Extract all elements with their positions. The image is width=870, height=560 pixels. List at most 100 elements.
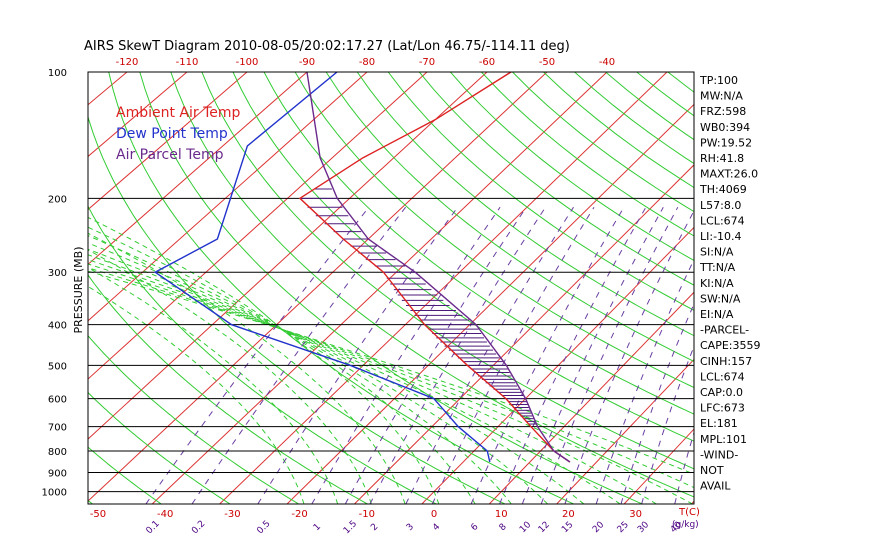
isotherm-line xyxy=(623,428,694,504)
top-temp-tick-label: -120 xyxy=(116,57,139,68)
isotherm-line xyxy=(88,72,548,502)
parcel-temp-line xyxy=(306,72,571,463)
isotherm-line xyxy=(88,72,428,380)
dry-adiabat-line xyxy=(450,72,694,262)
pressure-tick-label: 400 xyxy=(48,321,67,332)
chart-title: AIRS SkewT Diagram 2010-08-05/20:02:17.2… xyxy=(84,39,570,54)
isotherm-line xyxy=(0,72,67,504)
index-item: FRZ:598 xyxy=(700,105,746,118)
mixing-ratio-line xyxy=(344,206,527,504)
mixing-ratio-label: 15 xyxy=(560,520,575,535)
top-temp-tick-label: -90 xyxy=(299,57,315,68)
top-temp-tick-label: -100 xyxy=(236,57,259,68)
dry-adiabat-line xyxy=(356,72,694,337)
top-temp-tick-label: -80 xyxy=(359,57,375,68)
index-item: MW:N/A xyxy=(700,90,743,103)
mixing-ratio-line xyxy=(540,206,679,504)
index-item: AVAIL xyxy=(700,480,731,493)
isotherm-line xyxy=(826,72,870,504)
dry-adiabat-line xyxy=(667,72,694,93)
pressure-tick-label: 1000 xyxy=(42,488,67,499)
dry-adiabat-line xyxy=(636,72,694,117)
pressure-tick-label: 800 xyxy=(48,447,67,458)
temp-unit-label: T(C) xyxy=(678,507,700,518)
pressure-tick-label: 300 xyxy=(48,268,67,279)
mixing-ratio-line xyxy=(257,206,459,504)
moist-adiabat-line xyxy=(88,248,585,504)
isotherm-line xyxy=(88,72,368,322)
mixing-unit-label: (g/kg) xyxy=(672,520,699,530)
isotherm-line xyxy=(219,72,668,504)
bottom-temp-tick-label: 30 xyxy=(629,509,642,520)
index-item: CINH:157 xyxy=(700,355,752,368)
mixing-ratio-label: 1.5 xyxy=(342,519,359,536)
bottom-temp-tick-label: -40 xyxy=(157,509,173,520)
mixing-ratio-label: 0.2 xyxy=(190,519,207,536)
mixing-ratio-line xyxy=(674,430,694,504)
bottom-temp-tick-label: -20 xyxy=(291,509,307,520)
dry-adiabat-line xyxy=(512,72,694,213)
moist-adiabat-line xyxy=(88,267,694,489)
dry-adiabat-line xyxy=(0,72,24,504)
isotherm-line xyxy=(488,291,694,504)
mixing-ratio-line xyxy=(564,209,694,504)
stability-indices: TP:100 MW:N/A FRZ:598 WB0:394 PW:19.52 RH:41.… xyxy=(699,74,761,493)
mixing-ratio-line xyxy=(499,206,647,504)
index-item: MPL:101 xyxy=(700,433,747,446)
dry-adiabat-line xyxy=(854,72,870,504)
dry-adiabat-line xyxy=(325,72,694,362)
dry-adiabat-line xyxy=(88,274,368,504)
index-item: CAP:0.0 xyxy=(700,386,743,399)
index-item: CAPE:3559 xyxy=(700,339,761,352)
dry-adiabat-line xyxy=(823,72,870,504)
mixing-ratio-label: 2 xyxy=(369,522,380,533)
dry-adiabat-line xyxy=(88,446,162,504)
moist-adiabat-line xyxy=(88,270,694,475)
moist-adiabat-line xyxy=(88,242,548,504)
dry-adiabat-line xyxy=(108,72,574,504)
plot-frame xyxy=(87,71,695,505)
isotherm-line xyxy=(759,72,870,504)
legend-entry: Ambient Air Temp xyxy=(116,105,241,121)
isotherm-line xyxy=(556,358,694,504)
isotherm-line xyxy=(88,72,248,211)
legend: Ambient Air Temp Dew Point Temp Air Parcel… xyxy=(116,105,241,163)
dry-adiabat-line xyxy=(418,72,694,286)
bottom-temp-tick-label: -50 xyxy=(90,509,106,520)
mixing-ratio-line xyxy=(405,206,574,504)
index-item: TH:4069 xyxy=(699,183,747,196)
mixing-ratio-line xyxy=(620,302,694,504)
index-item: PW:19.52 xyxy=(700,136,752,149)
mixing-ratio-label: 30 xyxy=(636,520,651,535)
bottom-temp-tick-label: 10 xyxy=(495,509,508,520)
y-axis-label: PRESSURE (MB) xyxy=(72,247,85,334)
dry-adiabat-line xyxy=(88,205,437,504)
index-item: LFC:673 xyxy=(700,402,745,415)
mixing-ratio-label: 4 xyxy=(431,522,442,533)
legend-entry: Dew Point Temp xyxy=(116,126,228,142)
dry-adiabat-line xyxy=(170,72,694,498)
moist-adiabat-line xyxy=(88,249,372,504)
top-temp-tick-label: -110 xyxy=(176,57,199,68)
isotherm-line xyxy=(354,164,694,504)
moist-adiabat-line xyxy=(88,235,512,504)
dewpoint-line xyxy=(153,72,491,463)
dry-adiabat-line xyxy=(387,72,694,311)
index-item: EI:N/A xyxy=(700,308,734,321)
mixing-ratio-label: 0.1 xyxy=(145,519,162,536)
top-temp-tick-label: -50 xyxy=(539,57,555,68)
dry-adiabat-line xyxy=(792,72,870,504)
moist-adiabat-line xyxy=(88,285,305,504)
index-item: LI:-10.4 xyxy=(700,230,742,243)
mixing-ratio-label: 0.5 xyxy=(255,519,272,536)
index-item: RH:41.8 xyxy=(700,152,744,165)
index-item: LCL:674 xyxy=(700,370,745,383)
isotherm-line xyxy=(0,72,7,504)
isotherm-line xyxy=(88,72,188,158)
mixing-ratio-label: 25 xyxy=(616,520,631,535)
bottom-temp-tick-label: -30 xyxy=(224,509,240,520)
index-item: EL:181 xyxy=(700,417,738,430)
pressure-tick-label: 600 xyxy=(48,395,67,406)
top-temp-tick-label: -70 xyxy=(419,57,435,68)
